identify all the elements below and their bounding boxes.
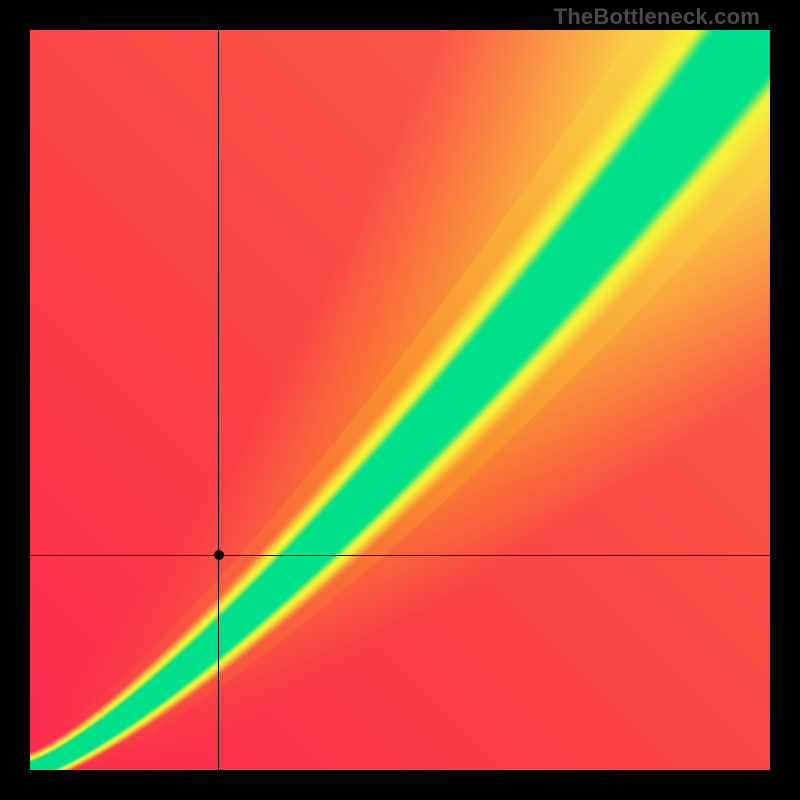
crosshair-vertical: [218, 30, 219, 770]
plot-area: [30, 30, 770, 770]
marker-point: [214, 550, 224, 560]
watermark-text: TheBottleneck.com: [554, 4, 760, 30]
crosshair-horizontal: [30, 555, 770, 556]
chart-container: TheBottleneck.com: [0, 0, 800, 800]
heatmap-canvas: [30, 30, 770, 770]
